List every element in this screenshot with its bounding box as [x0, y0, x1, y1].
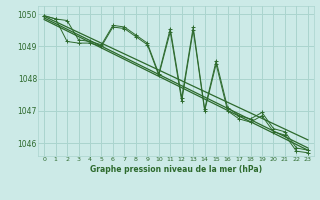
X-axis label: Graphe pression niveau de la mer (hPa): Graphe pression niveau de la mer (hPa): [90, 165, 262, 174]
